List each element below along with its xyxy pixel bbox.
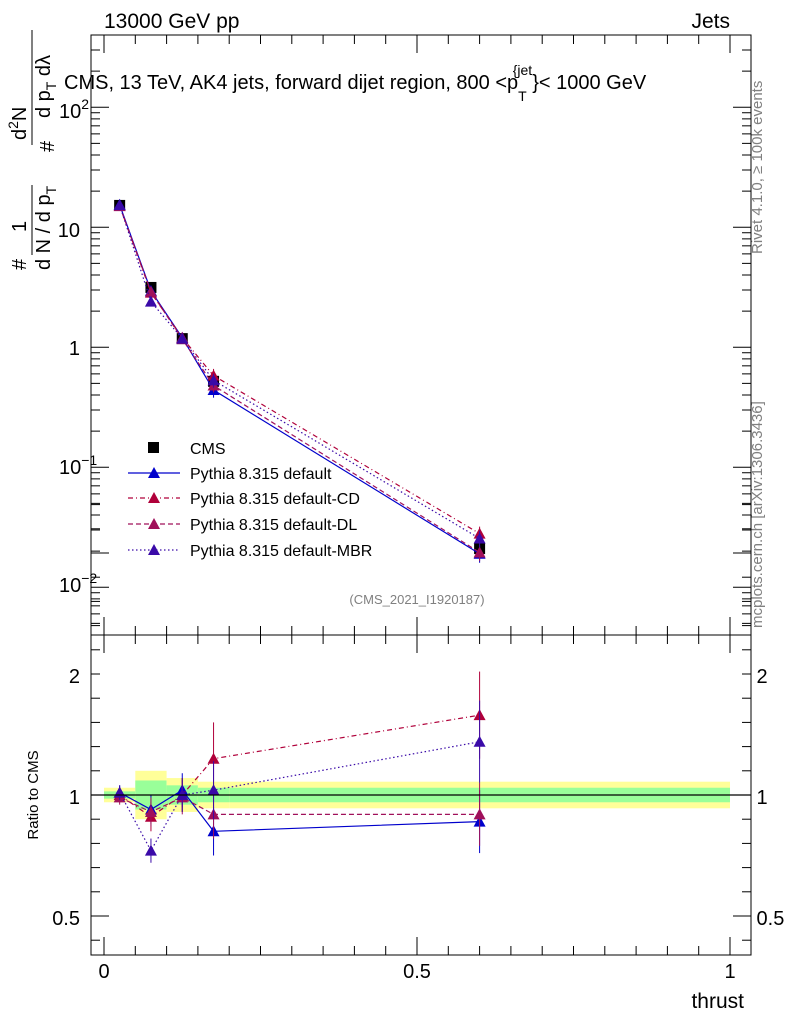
rivet-label: Rivet 4.1.0, ≥ 100k events <box>749 81 766 254</box>
ylabel-hash-1: # <box>9 258 31 270</box>
data-point-mbr <box>176 332 189 344</box>
legend-label-mbr: Pythia 8.315 default-MBR <box>190 543 372 560</box>
legend: CMS Pythia 8.315 default Pythia 8.315 de… <box>128 441 372 560</box>
ylabel-one: 1 <box>9 221 31 232</box>
legend-label-cd: Pythia 8.315 default-CD <box>190 491 360 508</box>
xtick-label-1: 1 <box>724 961 735 983</box>
main-axis-ticks <box>91 34 751 636</box>
legend-label-cms: CMS <box>190 441 226 458</box>
x-axis-label: thrust <box>691 990 744 1013</box>
data-point-mbr <box>144 295 157 307</box>
legend-marker-dl <box>148 518 160 529</box>
ratio-point-cd <box>207 752 220 764</box>
ratio-ytick-label-right-2: 2 <box>751 666 768 688</box>
main-plot-series <box>113 198 486 563</box>
legend-label-dl: Pythia 8.315 default-DL <box>190 517 357 534</box>
main-y-axis-label: # 1 d N / d pT # d2N d pT dλ <box>5 30 59 270</box>
ratio-ytick-label-1: 1 <box>69 787 80 809</box>
ylabel-dpt-dlambda: d pT dλ <box>33 55 59 118</box>
ratio-ytick-label-right-1: 1 <box>751 787 768 809</box>
data-point-mbr <box>473 532 486 544</box>
header-left-label: 13000 GeV pp <box>104 10 239 33</box>
ratio-point-mbr <box>144 844 157 856</box>
main-y-tick-labels: 10−2 10−1 1 10 102 <box>58 96 98 597</box>
ratio-line-dl <box>119 796 480 815</box>
header-right-label: Jets <box>691 10 730 33</box>
legend-label-default: Pythia 8.315 default <box>190 466 332 483</box>
ratio-y-tick-labels: 0.5 1 2 0.5 1 2 <box>52 666 784 930</box>
ratio-plot-series <box>113 671 486 863</box>
plot-title-sub: T <box>518 88 527 104</box>
ratio-ytick-label-2: 2 <box>69 666 80 688</box>
ytick-label-1: 1 <box>69 338 80 360</box>
ratio-point-dl <box>473 808 486 820</box>
ratio-point-dl <box>144 805 157 817</box>
series-line-mbr <box>119 204 480 539</box>
plot-title-sup: {jet <box>513 62 533 78</box>
ylabel-d2n: d2N <box>5 107 31 140</box>
ratio-ytick-label-0.5: 0.5 <box>52 908 80 930</box>
plot-title: CMS, 13 TeV, AK4 jets, forward dijet reg… <box>64 62 647 104</box>
series-line-cd <box>119 205 480 535</box>
plot-title-main: CMS, 13 TeV, AK4 jets, forward dijet reg… <box>64 72 518 94</box>
legend-marker-mbr <box>148 544 160 555</box>
ylabel-dn-dpt: d N / d pT <box>33 185 59 270</box>
data-point-dl <box>473 546 486 558</box>
ratio-ytick-label-right-0.5: 0.5 <box>751 908 784 930</box>
ratio-axis-ticks <box>91 504 751 955</box>
xtick-label-0: 0 <box>98 961 109 983</box>
ratio-y-axis-label: Ratio to CMS <box>25 750 42 839</box>
data-point-mbr <box>113 199 126 211</box>
plot-title-end: }< 1000 GeV <box>532 72 647 94</box>
ytick-label-1e2: 102 <box>59 96 89 123</box>
ratio-point-mbr <box>207 784 220 796</box>
legend-marker-cd <box>148 492 160 503</box>
ylabel-hash-2: # <box>37 140 59 152</box>
x-tick-labels: 0 0.5 1 <box>98 961 735 983</box>
data-point-mbr <box>207 374 220 386</box>
ytick-label-10: 10 <box>58 220 80 242</box>
legend-marker-cms <box>148 442 159 453</box>
xtick-label-0.5: 0.5 <box>403 961 431 983</box>
mcplots-label: mcplots.cern.ch [arXiv:1306.3436] <box>749 401 766 628</box>
ratio-point-mbr <box>473 735 486 747</box>
ytick-label-1e-1: 10−1 <box>59 452 97 479</box>
analysis-watermark: (CMS_2021_I1920187) <box>349 592 484 607</box>
legend-marker-default <box>148 467 160 478</box>
